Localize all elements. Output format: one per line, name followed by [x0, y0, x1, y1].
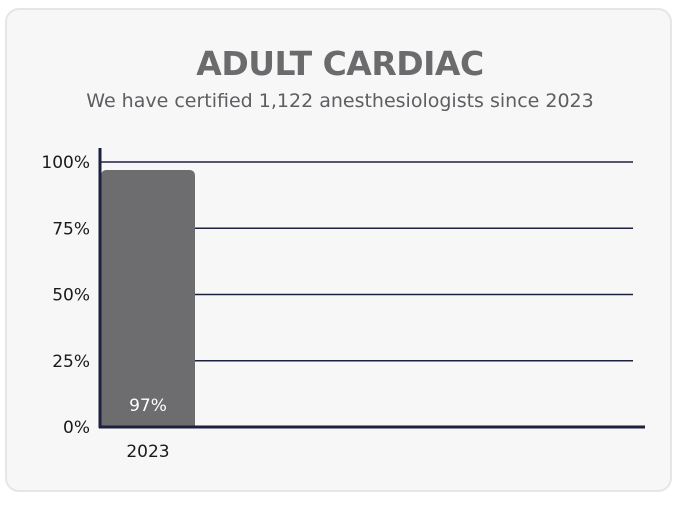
bar: [101, 169, 195, 427]
y-tick-label: 75%: [52, 219, 90, 239]
y-tick-label: 100%: [41, 153, 90, 173]
y-tick-label: 50%: [52, 286, 90, 306]
chart-title: ADULT CARDIAC: [196, 44, 484, 83]
bar-data-label: 97%: [129, 396, 167, 416]
x-tick-label: 2023: [126, 442, 169, 462]
y-tick-label: 0%: [63, 418, 90, 438]
y-tick-label: 25%: [52, 352, 90, 372]
chart-subtitle: We have certified 1,122 anesthesiologist…: [86, 90, 594, 112]
